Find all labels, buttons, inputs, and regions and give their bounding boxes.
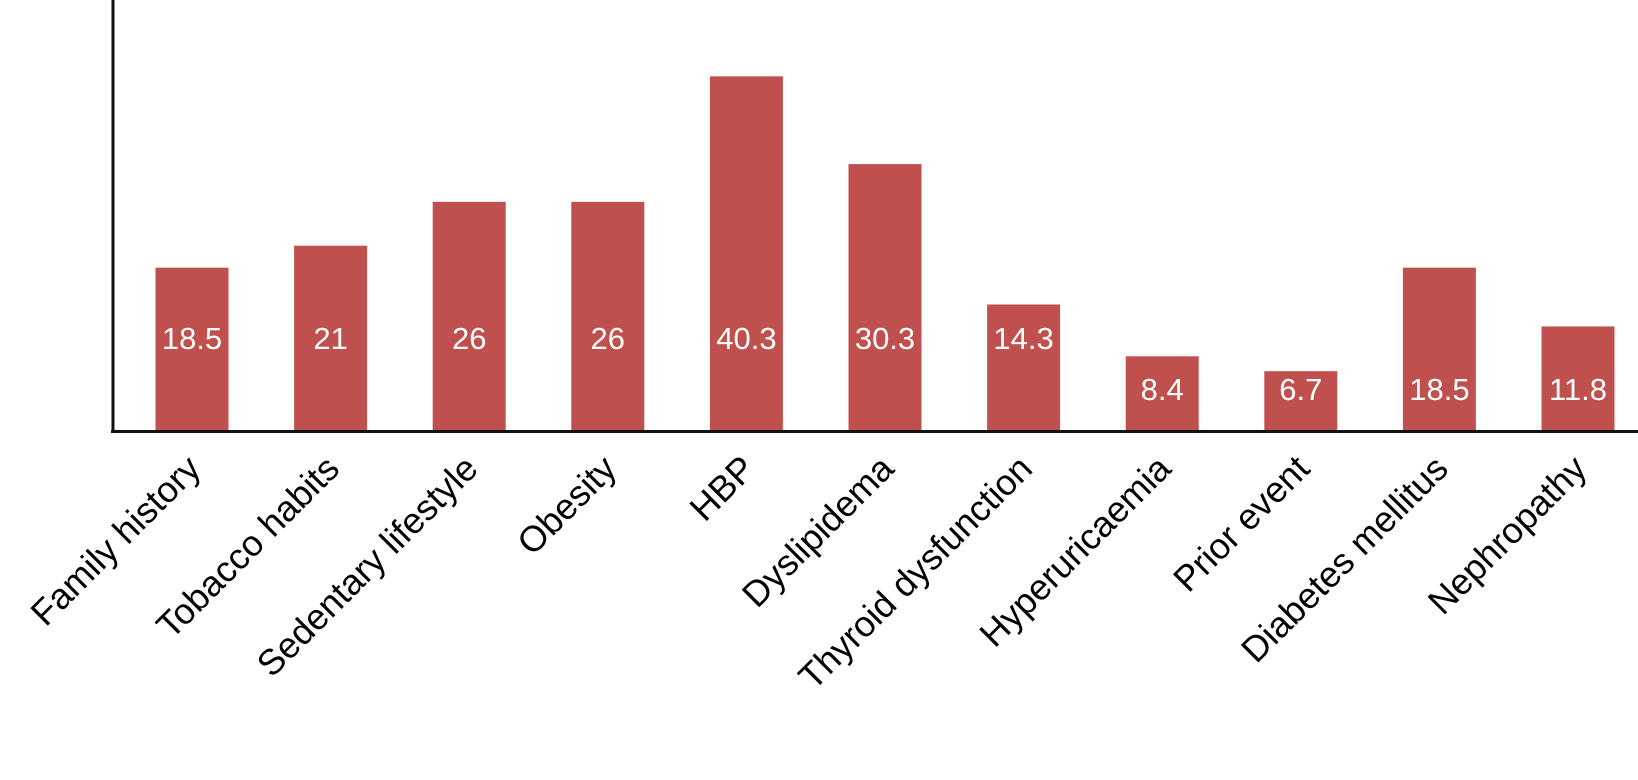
value-label: 21	[313, 321, 347, 356]
bar	[571, 201, 645, 430]
value-label: 14.3	[993, 321, 1053, 356]
x-tick-label: Prior event	[1165, 447, 1317, 599]
value-label: 18.5	[162, 321, 222, 356]
value-label: 6.7	[1279, 372, 1322, 407]
bar	[709, 76, 783, 431]
bar	[1264, 371, 1338, 430]
x-tick-label: HBP	[681, 447, 762, 528]
bar	[1125, 356, 1199, 430]
bar	[987, 304, 1061, 430]
value-label: 26	[591, 321, 625, 356]
x-tick-label: Obesity	[509, 447, 624, 562]
value-label: 26	[452, 321, 486, 356]
bar	[848, 164, 922, 430]
value-label: 18.5	[1409, 372, 1469, 407]
bar	[1541, 326, 1615, 430]
value-label: 30.3	[855, 321, 915, 356]
bar	[1402, 267, 1476, 430]
value-label: 40.3	[716, 321, 776, 356]
value-label: 11.8	[1549, 372, 1607, 407]
bar	[432, 201, 506, 430]
bar	[294, 245, 368, 430]
value-label: 8.4	[1141, 372, 1184, 407]
x-tick-label: Thyroid dysfunction	[790, 447, 1040, 697]
bar	[155, 267, 229, 430]
